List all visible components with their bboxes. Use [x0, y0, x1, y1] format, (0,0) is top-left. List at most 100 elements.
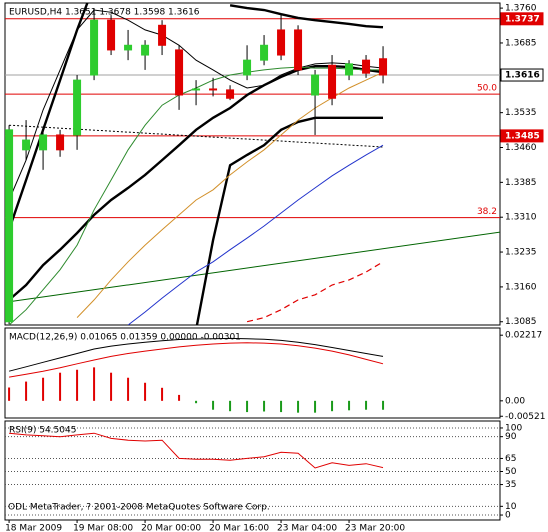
y-tick-label: 1.3685	[505, 38, 537, 48]
macd-bar	[93, 367, 96, 401]
plot-area	[5, 3, 500, 325]
y-tick-label: 65	[505, 454, 516, 464]
candle-body	[328, 64, 337, 99]
indicator-line	[9, 124, 384, 148]
price-level-label: 1.3616	[505, 71, 540, 81]
y-tick-label: 1.3085	[505, 317, 537, 327]
macd-bar	[127, 377, 130, 401]
y-tick-label: 35	[505, 480, 516, 490]
y-tick-label: 90	[505, 432, 517, 442]
macd-bar	[348, 400, 351, 411]
price-level-label: 1.3485	[505, 131, 540, 141]
y-tick-label: 10	[505, 502, 517, 512]
indicator-line	[8, 337, 384, 372]
plot-area	[8, 337, 385, 413]
macd-bar	[59, 372, 62, 401]
candle-body	[141, 44, 150, 56]
x-tick-label: 23 Mar 04:00	[277, 524, 337, 532]
macd-panel	[4, 327, 501, 419]
y-tick-label: 1.3535	[505, 108, 537, 118]
x-tick-label: 20 Mar 00:00	[141, 524, 201, 532]
macd-bar	[365, 400, 368, 410]
candle-body	[56, 134, 65, 151]
macd-bar	[382, 400, 385, 410]
y-tick-label: 0	[505, 511, 511, 521]
candle-body	[22, 139, 31, 151]
price-level-box	[500, 68, 544, 82]
y-tick-label: 1.3235	[505, 248, 537, 258]
y-tick-label: 50	[505, 467, 517, 477]
indicator-line	[246, 261, 384, 323]
macd-bar	[195, 400, 198, 404]
price-panel	[4, 2, 501, 326]
candle-body	[226, 89, 235, 99]
macd-bar	[161, 387, 164, 401]
y-tick-label: 1.3460	[505, 143, 537, 153]
plot-area	[5, 427, 500, 516]
macd-bar	[110, 372, 113, 401]
indicator-line	[127, 144, 384, 325]
candle-body	[311, 74, 320, 96]
candle-body	[345, 63, 354, 76]
candle-body	[243, 59, 252, 76]
y-tick-label: 1.3310	[505, 213, 537, 223]
candle-body	[124, 44, 133, 51]
macd-bar	[76, 369, 79, 401]
x-tick-label: 19 Mar 08:00	[73, 524, 133, 532]
copyright: ODL MetaTrader, ? 2001-2008 MetaQuotes S…	[8, 503, 270, 513]
y-tick-label: 0.00	[505, 396, 525, 406]
macd-bar	[8, 387, 11, 401]
macd-bar	[297, 400, 300, 413]
x-tick-label: 18 Mar 2009	[5, 524, 62, 532]
macd-bar	[25, 381, 28, 401]
y-tick-label: -0.00521	[505, 412, 545, 422]
candle-body	[277, 29, 286, 56]
candle-body	[294, 29, 303, 71]
macd-bar	[42, 377, 45, 401]
candle-body	[73, 79, 82, 136]
macd-bar	[178, 394, 181, 401]
fib-label: 50.0	[477, 84, 497, 94]
y-tick-label: 1.3160	[505, 282, 537, 292]
candle-body	[39, 134, 48, 151]
candle-body	[175, 49, 184, 96]
price-level-label: 1.3737	[505, 14, 540, 24]
macd-bar	[263, 400, 266, 412]
price-level-box	[500, 12, 544, 26]
candle-body	[192, 88, 201, 91]
rsi-panel	[4, 420, 501, 521]
macd-bar	[246, 400, 249, 413]
macd-bar	[280, 400, 283, 413]
macd-bar	[229, 400, 232, 412]
y-tick-label: 1.3760	[505, 4, 537, 14]
candle-body	[107, 19, 116, 51]
fib-label: 38.2	[477, 207, 497, 217]
candle-body	[158, 24, 167, 46]
candle-body	[5, 129, 14, 323]
x-tick-label: 20 Mar 16:00	[209, 524, 269, 532]
candle-body	[379, 58, 388, 76]
indicator-line	[9, 432, 384, 469]
candle-body	[209, 88, 218, 91]
candle-body	[90, 19, 99, 76]
y-tick-label: 0.02217	[505, 331, 542, 341]
macd-bar	[144, 382, 147, 401]
panel-title: RSI(9) 54.5045	[9, 426, 76, 436]
panel-title: EURUSD,H4 1.3651 1.3678 1.3598 1.3616	[9, 8, 200, 18]
indicator-line	[8, 65, 384, 301]
indicator-line	[7, 3, 384, 231]
y-tick-label: 100	[505, 423, 522, 433]
macd-bar	[212, 400, 215, 410]
macd-bar	[331, 400, 334, 412]
candle-body	[362, 59, 371, 74]
price-level-box	[500, 129, 544, 143]
indicator-line	[8, 9, 384, 201]
y-tick-label: 1.3385	[505, 178, 537, 188]
x-tick-label: 23 Mar 20:00	[345, 524, 405, 532]
panel-title: MACD(12,26,9) 0.01065 0.01359 0.00000 -0…	[9, 333, 241, 343]
indicator-line	[9, 342, 384, 378]
macd-bar	[314, 400, 317, 413]
